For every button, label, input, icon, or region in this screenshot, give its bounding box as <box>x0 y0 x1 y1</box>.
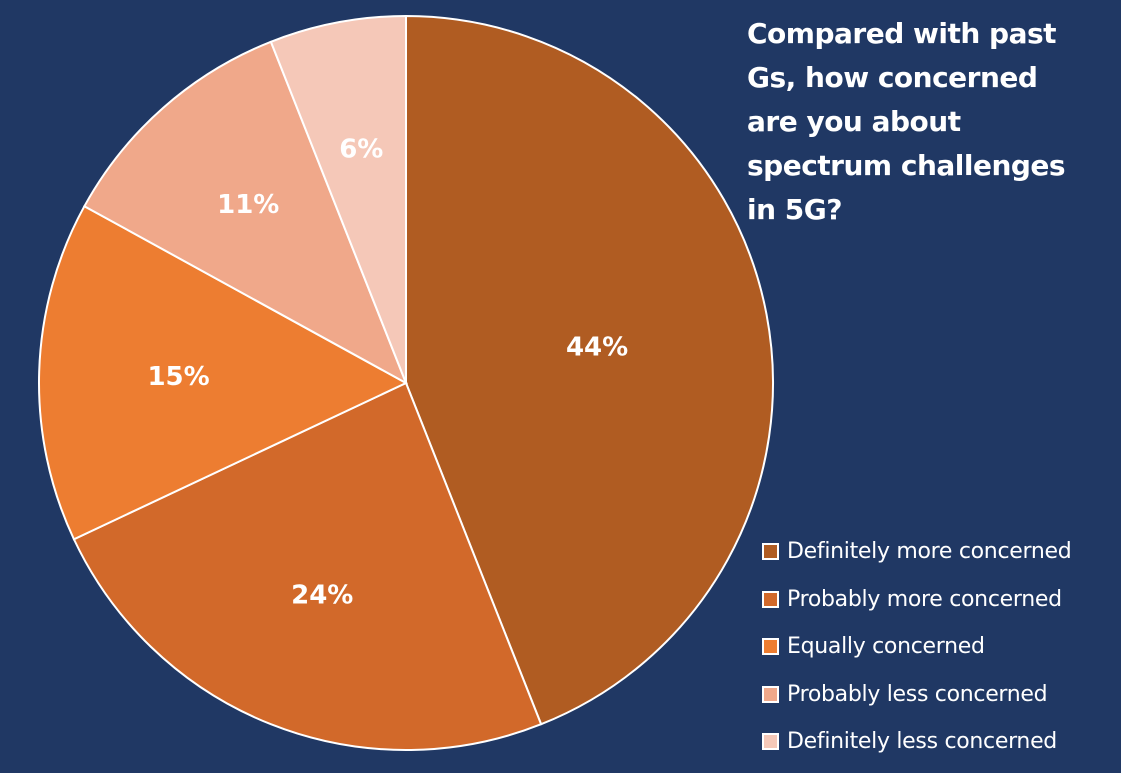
legend-swatch <box>762 733 779 751</box>
legend-label: Definitely more concerned <box>787 539 1072 565</box>
legend-item: Probably more concerned <box>762 576 1071 624</box>
chart-title: Compared with past Gs, how concerned are… <box>747 17 1066 226</box>
legend: Definitely more concerned Probably more c… <box>762 528 1072 766</box>
data-label: 11% <box>217 190 279 220</box>
legend-label: Equally concerned <box>787 634 985 660</box>
pie-slice <box>38 204 409 541</box>
pie-slice <box>269 14 407 384</box>
legend-item: Definitely more concerned <box>762 528 1072 576</box>
pie-slice <box>405 14 774 726</box>
pie-slice <box>72 381 543 751</box>
legend-swatch <box>762 543 779 561</box>
legend-label: Probably more concerned <box>787 586 1062 612</box>
legend-label: Probably less concerned <box>787 681 1048 707</box>
data-label: 6% <box>339 135 383 165</box>
legend-swatch <box>762 590 779 608</box>
legend-swatch <box>762 685 779 703</box>
legend-swatch <box>762 638 779 656</box>
data-label: 15% <box>147 362 209 392</box>
legend-item: Probably less concerned <box>762 671 1071 719</box>
data-label: 24% <box>291 581 353 611</box>
data-label: 44% <box>566 333 628 363</box>
pie-slice <box>83 40 408 386</box>
legend-item: Equally concerned <box>762 623 1071 671</box>
legend-item: Definitely less concerned <box>762 718 1071 766</box>
legend-label: Definitely less concerned <box>787 729 1057 755</box>
